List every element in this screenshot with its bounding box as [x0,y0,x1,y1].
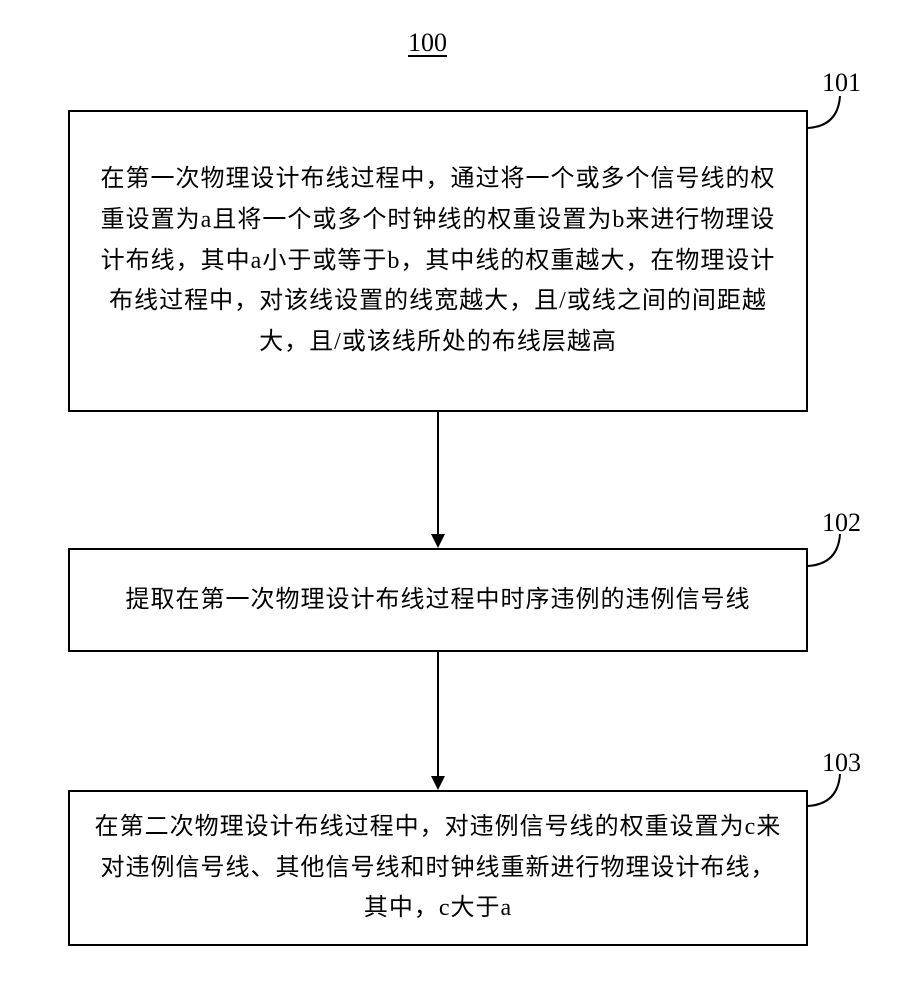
diagram-id-label: 100 [408,28,447,58]
step-box-103: 在第二次物理设计布线过程中，对违例信号线的权重设置为c来对违例信号线、其他信号线… [68,790,808,946]
step-text-103: 在第二次物理设计布线过程中，对违例信号线的权重设置为c来对违例信号线、其他信号线… [94,807,782,929]
step-label-102: 102 [822,508,861,538]
step-text-101: 在第一次物理设计布线过程中，通过将一个或多个信号线的权重设置为a且将一个或多个时… [94,159,782,363]
flowchart-container: 100 101 在第一次物理设计布线过程中，通过将一个或多个信号线的权重设置为a… [0,0,914,1000]
step-box-102: 提取在第一次物理设计布线过程中时序违例的违例信号线 [68,548,808,652]
step-text-102: 提取在第一次物理设计布线过程中时序违例的违例信号线 [126,580,751,621]
step-box-101: 在第一次物理设计布线过程中，通过将一个或多个信号线的权重设置为a且将一个或多个时… [68,110,808,412]
step-label-101: 101 [822,68,861,98]
step-label-103: 103 [822,748,861,778]
